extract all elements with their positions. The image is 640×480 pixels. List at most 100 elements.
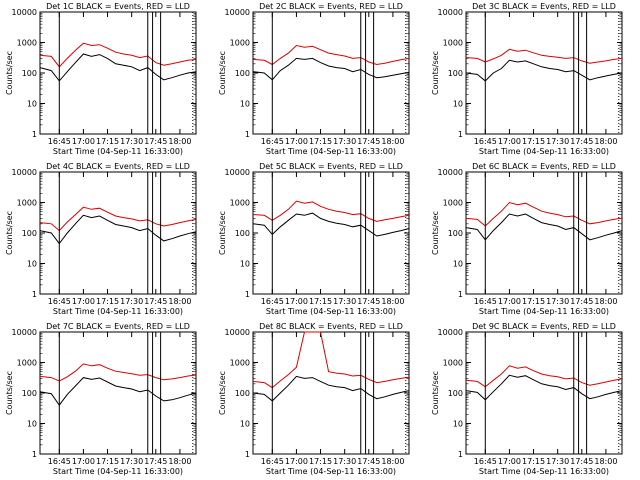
x-tick-label: 17:15 [309, 457, 332, 466]
panel-7: Det 7C BLACK = Events, RED = LLD 1 10 100 10… [5, 322, 197, 476]
y-tick-label: 100 [448, 229, 463, 238]
series-line-events [465, 374, 623, 401]
panel-6: Det 6C BLACK = Events, RED = LLD 1 10 100 10… [431, 162, 623, 316]
x-tick-label: 17:00 [72, 297, 95, 306]
x-tick-label: 17:45 [144, 457, 167, 466]
x-tick-label: 17:45 [570, 137, 593, 146]
x-tick-label: 18:00 [168, 457, 191, 466]
x-axis-title: Start Time (04-Sep-11 16:33:00) [53, 467, 183, 476]
series-line-lld [252, 331, 410, 389]
y-tick-label: 1000 [443, 39, 463, 48]
y-tick-label: 1 [458, 290, 463, 299]
x-tick-label: 17:15 [522, 297, 545, 306]
x-tick-label: 17:00 [285, 297, 308, 306]
y-axis-title: Counts/sec [431, 371, 440, 415]
y-tick-label: 10 [27, 100, 37, 109]
series-line-events [252, 212, 410, 237]
plot-frame [39, 331, 197, 455]
x-tick-label: 17:15 [96, 297, 119, 306]
x-tick-label: 16:45 [48, 457, 71, 466]
x-tick-label: 17:45 [357, 457, 380, 466]
y-tick-label: 1000 [230, 359, 250, 368]
panel-4: Det 4C BLACK = Events, RED = LLD 1 10 100 10… [5, 162, 197, 316]
x-tick-label: 18:00 [381, 297, 404, 306]
y-tick-label: 10 [27, 420, 37, 429]
x-tick-label: 17:00 [498, 297, 521, 306]
x-tick-label: 17:30 [120, 297, 143, 306]
y-tick-label: 10 [27, 260, 37, 269]
y-axis-title: Counts/sec [218, 211, 227, 255]
plot-frame [252, 331, 410, 455]
x-tick-label: 18:00 [381, 137, 404, 146]
y-tick-label: 10000 [225, 328, 250, 337]
x-tick-label: 17:00 [72, 137, 95, 146]
y-tick-label: 1 [32, 130, 37, 139]
x-tick-label: 17:45 [570, 297, 593, 306]
x-tick-label: 17:30 [120, 137, 143, 146]
series-line-events [39, 53, 197, 82]
x-tick-label: 17:30 [546, 457, 569, 466]
panel-title: Det 9C BLACK = Events, RED = LLD [472, 322, 616, 331]
series-line-lld [465, 201, 623, 227]
y-tick-label: 10 [453, 260, 463, 269]
series-line-lld [465, 365, 623, 388]
y-tick-label: 10 [240, 260, 250, 269]
x-tick-label: 17:30 [120, 457, 143, 466]
y-tick-label: 1000 [443, 359, 463, 368]
x-tick-label: 16:45 [48, 297, 71, 306]
x-tick-label: 16:45 [474, 457, 497, 466]
y-axis-title: Counts/sec [431, 211, 440, 255]
panel-title: Det 6C BLACK = Events, RED = LLD [472, 162, 616, 171]
panel-title: Det 8C BLACK = Events, RED = LLD [259, 322, 403, 331]
y-tick-label: 1000 [17, 359, 37, 368]
x-tick-label: 16:45 [261, 137, 284, 146]
x-tick-label: 16:45 [474, 297, 497, 306]
series-line-events [39, 377, 197, 406]
y-tick-label: 100 [22, 229, 37, 238]
plot-frame [465, 331, 623, 455]
plot-frame [465, 171, 623, 295]
y-tick-label: 1 [32, 290, 37, 299]
series-line-events [465, 59, 623, 82]
x-tick-label: 17:30 [333, 297, 356, 306]
x-tick-label: 17:15 [96, 137, 119, 146]
x-tick-label: 18:00 [594, 137, 617, 146]
x-axis-title: Start Time (04-Sep-11 16:33:00) [53, 307, 183, 316]
panel-title: Det 5C BLACK = Events, RED = LLD [259, 162, 403, 171]
x-tick-label: 16:45 [261, 457, 284, 466]
y-tick-label: 10 [453, 420, 463, 429]
y-tick-label: 100 [235, 229, 250, 238]
x-axis-title: Start Time (04-Sep-11 16:33:00) [479, 147, 609, 156]
y-tick-label: 100 [235, 389, 250, 398]
x-tick-label: 18:00 [594, 457, 617, 466]
x-tick-label: 17:00 [498, 137, 521, 146]
panel-1: Det 1C BLACK = Events, RED = LLD 1 10 100 10… [5, 2, 197, 156]
x-tick-label: 17:45 [570, 457, 593, 466]
x-axis-title: Start Time (04-Sep-11 16:33:00) [266, 147, 396, 156]
series-line-lld [39, 363, 197, 382]
y-tick-label: 100 [448, 69, 463, 78]
panel-title: Det 7C BLACK = Events, RED = LLD [46, 322, 190, 331]
x-tick-label: 17:15 [522, 137, 545, 146]
y-tick-label: 1 [245, 290, 250, 299]
y-tick-label: 10000 [12, 168, 37, 177]
x-tick-label: 17:45 [357, 137, 380, 146]
y-tick-label: 10 [453, 100, 463, 109]
x-tick-label: 17:00 [72, 457, 95, 466]
panel-title: Det 1C BLACK = Events, RED = LLD [46, 2, 190, 11]
y-tick-label: 10000 [225, 168, 250, 177]
series-line-lld [252, 44, 410, 66]
series-line-lld [465, 48, 623, 64]
x-tick-label: 17:30 [546, 297, 569, 306]
y-tick-label: 10 [240, 420, 250, 429]
x-tick-label: 17:00 [498, 457, 521, 466]
panel-2: Det 2C BLACK = Events, RED = LLD 1 10 100 10… [218, 2, 410, 156]
y-tick-label: 100 [448, 389, 463, 398]
y-tick-label: 1 [245, 130, 250, 139]
plot-frame [252, 11, 410, 135]
series-line-events [39, 214, 197, 245]
x-tick-label: 17:00 [285, 137, 308, 146]
x-tick-label: 17:30 [333, 457, 356, 466]
y-tick-label: 1 [458, 130, 463, 139]
